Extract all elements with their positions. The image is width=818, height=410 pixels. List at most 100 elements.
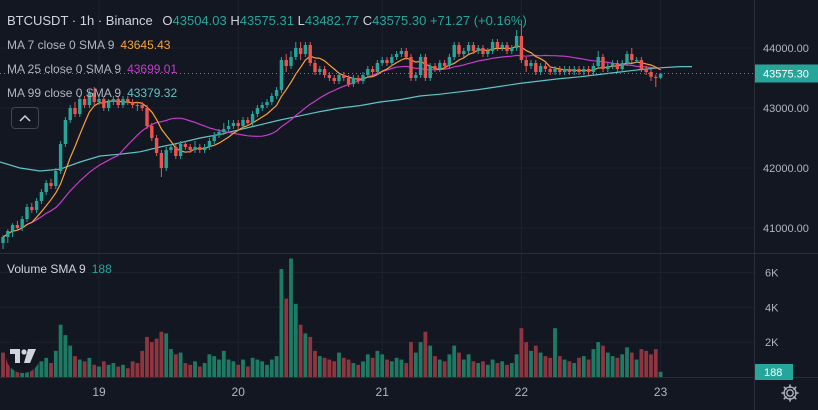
settings-gear-icon[interactable] xyxy=(780,383,800,403)
volume-bar xyxy=(207,354,212,377)
volume-bar xyxy=(34,356,39,377)
change-value: +71.27 (+0.16%) xyxy=(429,13,527,28)
volume-bar xyxy=(39,361,44,377)
volume-label[interactable]: Volume SMA 9 xyxy=(7,262,86,276)
candle-body xyxy=(495,42,500,48)
volume-bar xyxy=(562,359,567,377)
volume-bar xyxy=(370,357,375,377)
indicator-ma99[interactable]: MA 99 close 0 SMA 9 43379.32 xyxy=(7,86,177,100)
low-value: 43482.77 xyxy=(304,13,360,28)
volume-bar xyxy=(332,361,337,377)
volume-bar xyxy=(255,359,260,377)
indicator-ma7[interactable]: MA 7 close 0 SMA 9 43645.43 xyxy=(7,38,170,52)
candle-body xyxy=(553,69,557,72)
tradingview-logo[interactable] xyxy=(6,339,40,373)
interval-label[interactable]: 1h xyxy=(79,13,95,28)
volume-bar xyxy=(87,357,92,377)
volume-bar xyxy=(418,342,423,377)
symbol-name[interactable]: BTCUSDT xyxy=(7,13,69,28)
volume-legend[interactable]: Volume SMA 9 188 xyxy=(7,262,112,276)
volume-bar xyxy=(481,361,485,377)
candle-body xyxy=(438,63,442,69)
candle-body xyxy=(418,57,423,75)
volume-bar xyxy=(169,349,173,377)
candle-body xyxy=(207,141,212,147)
volume-bar xyxy=(154,338,159,377)
candle-body xyxy=(582,69,586,72)
volume-bar xyxy=(77,359,82,377)
volume-bars-group xyxy=(1,258,663,377)
volume-bar xyxy=(5,357,10,377)
ma25-line xyxy=(2,54,661,238)
symbol-legend[interactable]: BTCUSDT · 1h · Binance O43504.03 H43575.… xyxy=(7,13,527,28)
candle-body xyxy=(433,66,437,69)
volume-bar xyxy=(173,354,178,377)
candle-body xyxy=(481,48,485,54)
candle-body xyxy=(572,69,576,72)
time-tick-label: 23 xyxy=(654,385,668,399)
volume-bar xyxy=(125,368,130,377)
candle-body xyxy=(649,72,653,77)
volume-bar xyxy=(178,352,183,377)
candle-body xyxy=(346,78,351,84)
volume-bar xyxy=(433,356,437,377)
candle-body xyxy=(634,60,639,61)
candle-body xyxy=(193,147,197,150)
candle-body xyxy=(615,63,620,69)
volume-bar xyxy=(519,328,524,377)
candle-body xyxy=(471,45,476,51)
close-value: 43575.30 xyxy=(372,13,427,28)
volume-bar xyxy=(68,345,73,377)
time-tick-label: 20 xyxy=(232,385,246,399)
candle-body xyxy=(591,66,596,72)
candle-body xyxy=(126,99,130,102)
volume-bar xyxy=(106,364,111,377)
volume-bar xyxy=(605,352,610,377)
indicator-ma25[interactable]: MA 25 close 0 SMA 9 43699.01 xyxy=(7,62,177,76)
candle-body xyxy=(543,66,548,69)
candle-body xyxy=(394,54,399,57)
volume-bar xyxy=(557,356,562,377)
time-tick-label: 22 xyxy=(515,385,529,399)
volume-bar xyxy=(553,328,557,377)
volume-bar xyxy=(495,363,500,377)
volume-bar xyxy=(289,258,293,377)
candle-body xyxy=(140,105,144,108)
time-tick-label: 19 xyxy=(92,385,106,399)
ma99-path xyxy=(0,66,692,172)
volume-bar xyxy=(620,354,625,377)
ma7-label[interactable]: MA 7 close 0 SMA 9 xyxy=(7,38,115,52)
volume-bar xyxy=(351,363,356,377)
last-price-badge-text: 43575.30 xyxy=(763,68,809,80)
candle-body xyxy=(236,123,240,126)
volume-bar xyxy=(221,350,226,377)
volume-bar xyxy=(649,354,653,377)
volume-bar xyxy=(159,331,164,377)
candle-body xyxy=(658,73,663,78)
candle-body xyxy=(510,48,514,51)
candle-body xyxy=(332,78,336,81)
candle-body xyxy=(370,69,375,72)
candle-body xyxy=(625,54,629,63)
ma25-label[interactable]: MA 25 close 0 SMA 9 xyxy=(7,62,122,76)
ma99-line xyxy=(0,66,692,172)
collapse-legend-button[interactable] xyxy=(11,107,39,129)
open-label: O xyxy=(162,13,173,28)
ma99-label[interactable]: MA 99 close 0 SMA 9 xyxy=(7,86,122,100)
volume-bar xyxy=(399,359,404,377)
volume-badge-text: 188 xyxy=(764,367,782,379)
candle-body xyxy=(217,132,221,135)
volume-bar xyxy=(53,350,58,377)
volume-bar xyxy=(577,357,581,377)
candle-body xyxy=(284,60,288,66)
exchange-label: Binance xyxy=(105,13,153,28)
candle-body xyxy=(298,48,303,54)
open-value: 43504.03 xyxy=(172,13,227,28)
volume-bar xyxy=(274,356,279,377)
volume-bar xyxy=(265,364,269,377)
volume-bar xyxy=(629,352,634,377)
volume-bar xyxy=(625,347,629,377)
candle-body xyxy=(562,69,567,72)
candle-body xyxy=(596,57,600,66)
